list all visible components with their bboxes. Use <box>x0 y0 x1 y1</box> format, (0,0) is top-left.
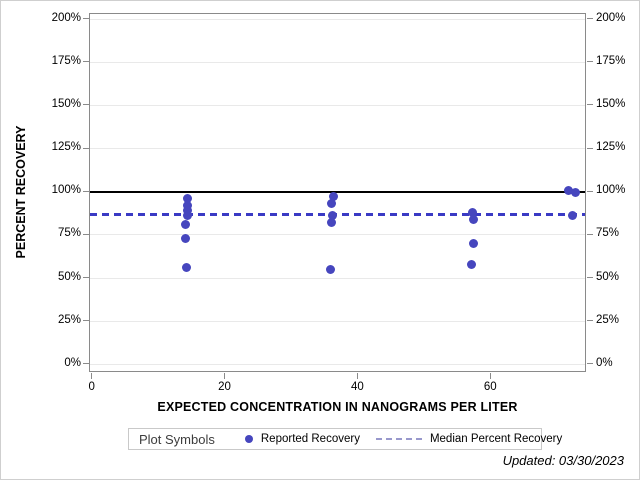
data-point <box>468 207 478 217</box>
data-point <box>326 264 336 274</box>
y-tick-label-right: 100% <box>596 184 626 197</box>
y-tick-right <box>587 233 593 235</box>
y-tick-right <box>587 18 593 20</box>
data-point <box>181 263 191 273</box>
data-point <box>563 186 573 196</box>
reference-line-100pct <box>90 190 585 193</box>
data-point <box>180 233 190 243</box>
x-tick <box>489 373 491 379</box>
data-point <box>327 218 337 228</box>
y-tick-label-right: 150% <box>596 97 626 110</box>
y-tick-label-left: 100% <box>51 184 81 197</box>
data-point <box>181 220 191 230</box>
y-tick-label-left: 0% <box>64 356 81 369</box>
y-tick-label-left: 25% <box>57 313 81 326</box>
x-tick-label: 40 <box>351 381 364 393</box>
legend-marker-dashed-line-icon <box>375 438 422 440</box>
x-tick <box>91 373 93 379</box>
gridline-y <box>90 61 585 63</box>
data-point <box>468 214 478 224</box>
data-point <box>183 194 193 204</box>
updated-note: Updated: 03/30/2023 <box>502 453 624 468</box>
gridline-y <box>90 363 585 365</box>
legend: Plot Symbols Reported Recovery Median Per… <box>128 428 562 450</box>
x-tick-label: 20 <box>218 381 231 393</box>
data-point <box>567 211 577 221</box>
median-recovery-line <box>90 212 585 216</box>
y-tick-right <box>587 320 593 322</box>
x-tick-label: 0 <box>88 381 95 393</box>
legend-marker-dot-icon <box>244 435 253 443</box>
legend-entry: Reported Recovery <box>244 433 360 445</box>
y-tick-label-left: 75% <box>57 227 81 240</box>
y-tick-label-left: 175% <box>51 54 81 67</box>
y-tick-right <box>587 277 593 279</box>
legend-entry: Median Percent Recovery <box>375 433 563 445</box>
gridline-y <box>90 234 585 236</box>
y-tick-label-left: 150% <box>51 97 81 110</box>
gridline-y <box>90 320 585 322</box>
y-tick-label-left: 200% <box>51 11 81 24</box>
y-tick-right <box>587 147 593 149</box>
data-point <box>183 206 193 216</box>
y-tick-right <box>587 363 593 365</box>
data-point <box>328 211 338 221</box>
y-tick-label-right: 125% <box>596 141 626 154</box>
data-point <box>466 259 476 269</box>
legend-entries: Reported Recovery Median Percent Recovery <box>244 433 563 445</box>
y-tick-label-right: 175% <box>596 54 626 67</box>
data-point <box>182 201 192 211</box>
y-tick-label-left: 50% <box>57 270 81 283</box>
data-point <box>468 239 478 249</box>
legend-entry-label: Reported Recovery <box>260 433 360 445</box>
x-tick-label: 60 <box>483 381 497 393</box>
y-tick-label-right: 0% <box>596 356 613 369</box>
data-point <box>327 199 337 209</box>
y-axis-title: PERCENT RECOVERY <box>14 125 28 259</box>
y-tick-label-left: 125% <box>51 141 81 154</box>
gridline-y <box>90 18 585 20</box>
gridline-y <box>90 277 585 279</box>
plot-area <box>89 13 586 372</box>
data-point <box>571 188 581 198</box>
y-tick-right <box>587 104 593 106</box>
y-tick-label-right: 50% <box>596 270 620 283</box>
x-tick <box>356 373 358 379</box>
data-point <box>328 192 338 202</box>
y-tick-label-right: 25% <box>596 313 620 326</box>
y-tick-right <box>587 190 593 192</box>
y-tick-label-right: 75% <box>596 227 620 240</box>
data-point <box>182 211 192 221</box>
gridline-y <box>90 148 585 150</box>
y-tick-label-right: 200% <box>596 11 626 24</box>
legend-entry-label: Median Percent Recovery <box>429 433 563 445</box>
gridline-y <box>90 104 585 106</box>
y-tick-right <box>587 61 593 63</box>
x-tick <box>224 373 226 379</box>
x-axis-title: EXPECTED CONCENTRATION IN NANOGRAMS PER … <box>157 400 518 414</box>
legend-title: Plot Symbols <box>139 431 215 447</box>
